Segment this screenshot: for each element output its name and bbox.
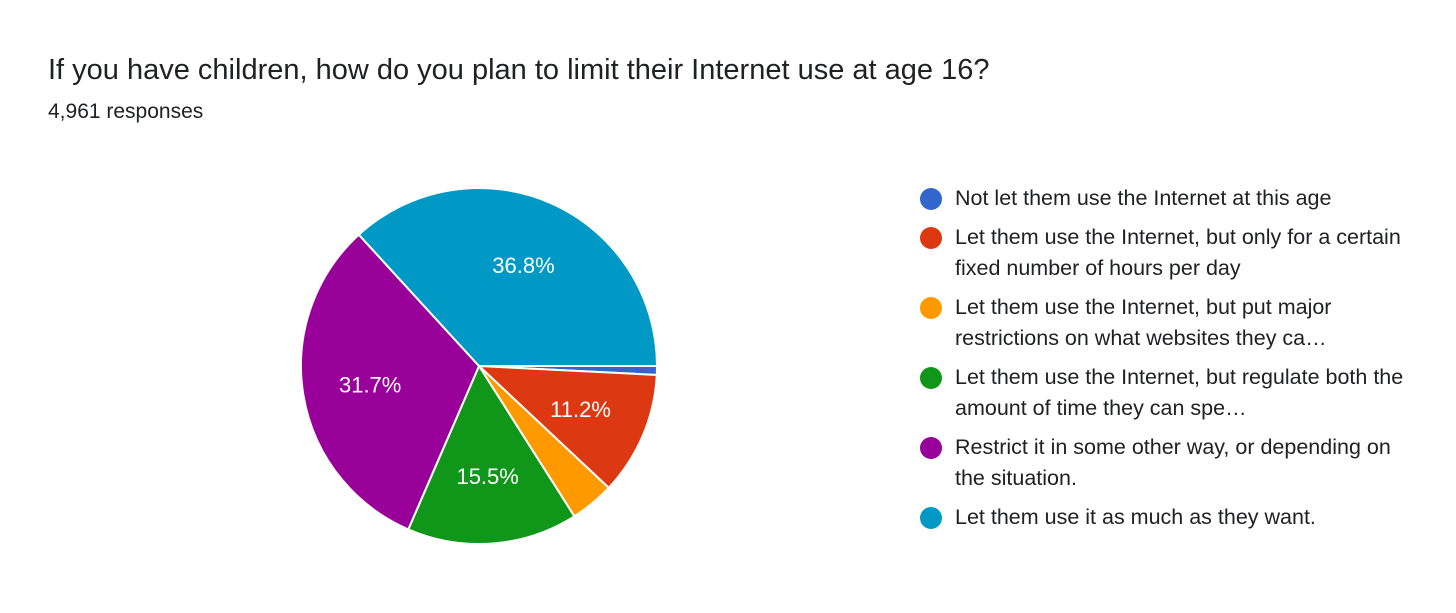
legend-label: Not let them use the Internet at this ag…	[955, 186, 1332, 210]
legend-swatch-icon	[920, 507, 942, 529]
pie-data-label-5: 36.8%	[492, 253, 554, 278]
pie-data-label-1: 11.2%	[550, 397, 611, 422]
pie-slice-4[interactable]	[300, 233, 481, 531]
legend-item-1[interactable]: Let them use the Internet, but only for …	[920, 222, 1420, 284]
pie-slice-1[interactable]	[476, 364, 658, 490]
legend-label: Let them use the Internet, but put major…	[955, 295, 1332, 350]
pie-slice-5[interactable]	[357, 187, 659, 367]
legend-label: Let them use it as much as they want.	[955, 505, 1316, 529]
legend-swatch-icon	[920, 297, 942, 319]
response-count: 4,961 responses	[48, 100, 204, 123]
legend-item-5[interactable]: Let them use it as much as they want.	[920, 502, 1420, 533]
legend-swatch-icon	[920, 367, 942, 389]
chart-title: If you have children, how do you plan to…	[48, 54, 990, 86]
legend-swatch-icon	[920, 188, 942, 210]
legend-item-3[interactable]: Let them use the Internet, but regulate …	[920, 362, 1420, 424]
legend-label: Let them use the Internet, but regulate …	[955, 365, 1404, 420]
legend-item-4[interactable]: Restrict it in some other way, or depend…	[920, 432, 1420, 494]
pie-data-label-3: 15.5%	[456, 464, 518, 489]
pie-slice-3[interactable]	[406, 363, 576, 545]
pie-data-label-4: 31.7%	[339, 372, 401, 397]
legend-swatch-icon	[920, 437, 942, 459]
legend-item-0[interactable]: Not let them use the Internet at this ag…	[920, 183, 1420, 214]
legend-swatch-icon	[920, 227, 942, 249]
legend-item-2[interactable]: Let them use the Internet, but put major…	[920, 292, 1420, 354]
legend-label: Restrict it in some other way, or depend…	[955, 435, 1391, 490]
chart-legend: Not let them use the Internet at this ag…	[920, 183, 1420, 541]
legend-label: Let them use the Internet, but only for …	[955, 225, 1401, 280]
